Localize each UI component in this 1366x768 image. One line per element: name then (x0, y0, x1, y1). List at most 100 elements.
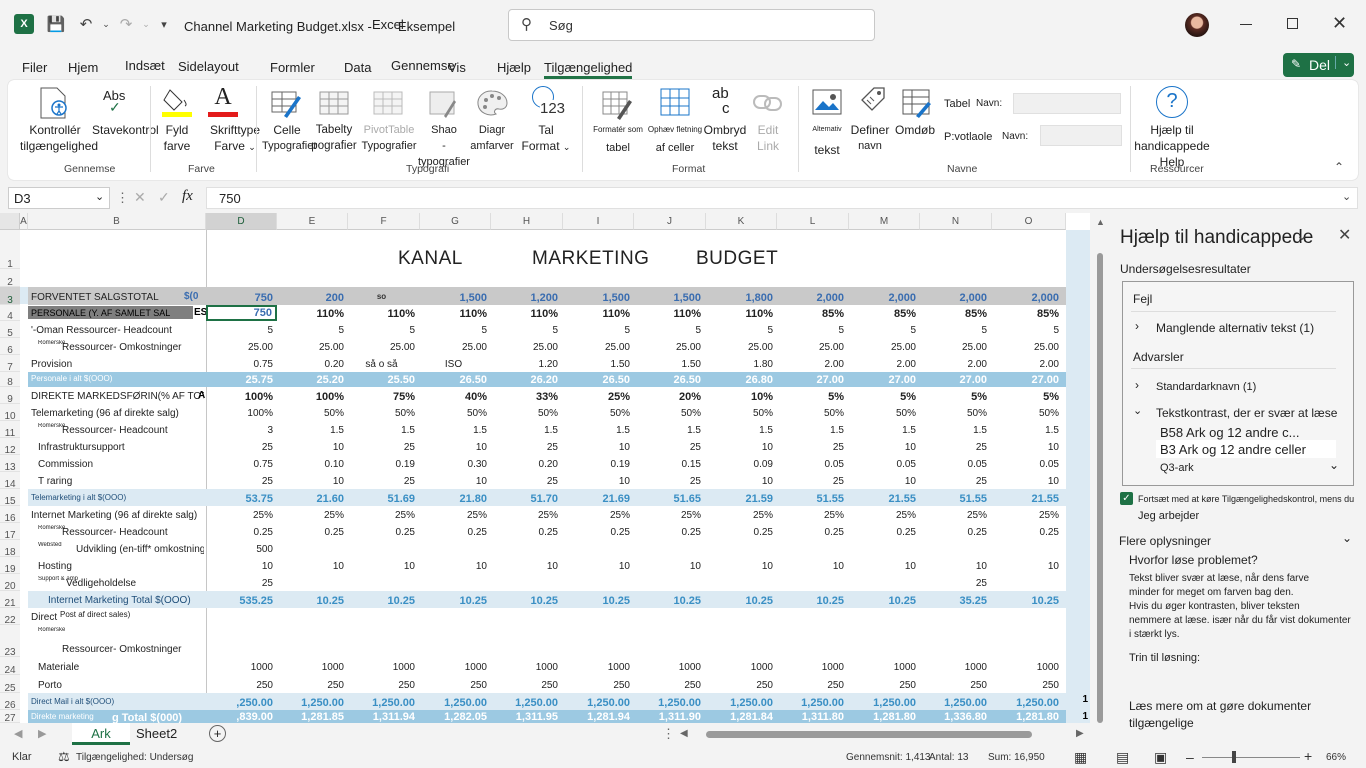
tab-data[interactable]: Data (344, 60, 372, 75)
data-cell[interactable]: 2.00 (896, 359, 916, 370)
rename-icon[interactable] (902, 88, 932, 118)
data-cell[interactable]: 1,281.94 (587, 711, 630, 723)
data-cell[interactable]: 1000 (321, 662, 344, 673)
data-cell[interactable]: 1.80 (753, 359, 773, 370)
data-cell[interactable]: 110% (602, 308, 630, 320)
table-styles-button[interactable]: Tabelty pografier (310, 122, 358, 154)
data-cell[interactable]: 10.25 (1031, 595, 1059, 607)
data-cell[interactable]: så o så (365, 359, 398, 370)
cell-styles-button[interactable]: Celle Typografier (262, 122, 317, 154)
data-cell[interactable]: 1.50 (681, 359, 701, 370)
data-cell[interactable]: 85% (821, 308, 844, 320)
data-cell[interactable]: 0.10 (324, 459, 344, 470)
sheet-tab-ark[interactable]: Ark (72, 723, 130, 745)
data-cell[interactable]: 1,250.00 (372, 697, 415, 709)
column-header[interactable]: B (28, 213, 206, 230)
number-format-button[interactable]: Tal Format ⌄ (518, 122, 574, 155)
data-cell[interactable]: 25% (537, 510, 558, 521)
data-cell[interactable]: 21.59 (745, 493, 773, 505)
data-cell[interactable]: 1.5 (473, 425, 487, 436)
data-cell[interactable]: 25 (832, 442, 844, 453)
zoom-in-icon[interactable]: + (1304, 748, 1313, 764)
contrast-subitem-2[interactable]: B3 Ark og 12 andre celler (1160, 442, 1306, 457)
row-header[interactable]: 23 (0, 625, 20, 658)
row-header[interactable]: 15 (0, 489, 20, 507)
column-header[interactable]: G (420, 213, 491, 230)
column-header[interactable]: J (634, 213, 706, 230)
data-cell[interactable]: 1.5 (687, 425, 701, 436)
data-cell[interactable]: 10 (1047, 442, 1059, 453)
data-cell[interactable]: 500 (256, 544, 273, 555)
data-cell[interactable]: 26.50 (673, 374, 701, 386)
expand-formula-icon[interactable]: ⌄ (1342, 191, 1352, 203)
data-cell[interactable]: 25.50 (387, 374, 415, 386)
data-cell[interactable]: 250 (756, 680, 773, 691)
pane-options-icon[interactable]: ⌄ (1296, 227, 1308, 243)
data-cell[interactable]: 1.5 (1045, 425, 1059, 436)
data-cell[interactable]: 25 (975, 442, 987, 453)
data-cell[interactable]: 100% (244, 391, 273, 403)
zoom-slider[interactable] (1202, 757, 1300, 758)
data-cell[interactable]: 2,000 (959, 292, 987, 304)
data-cell[interactable]: 1,250.00 (301, 697, 344, 709)
data-cell[interactable]: 1.5 (544, 425, 558, 436)
data-cell[interactable]: 10 (904, 442, 916, 453)
data-cell[interactable]: 10.25 (316, 595, 344, 607)
chevron-down-icon[interactable]: ⌄ (1329, 458, 1340, 472)
data-cell[interactable]: 5% (1043, 391, 1059, 403)
data-cell[interactable]: 1,250.00 (587, 697, 630, 709)
data-cell[interactable]: 25.00 (461, 342, 487, 353)
data-cell[interactable]: 25.00 (1033, 342, 1059, 353)
data-cell[interactable]: 200 (325, 292, 344, 304)
chevron-down-icon[interactable]: ⌄ (1342, 531, 1353, 545)
data-cell[interactable]: 5 (624, 325, 630, 336)
data-cell[interactable]: 250 (541, 680, 558, 691)
data-cell[interactable]: 1,250.00 (730, 697, 773, 709)
column-header[interactable]: F (348, 213, 420, 230)
data-cell[interactable]: 5 (695, 325, 701, 336)
row-header[interactable]: 17 (0, 523, 20, 541)
data-cell[interactable]: 1.5 (330, 425, 344, 436)
data-cell[interactable]: 0.25 (324, 527, 344, 538)
row-header[interactable]: 19 (0, 557, 20, 575)
data-cell[interactable]: 0.25 (395, 527, 415, 538)
data-cell[interactable]: 1000 (678, 662, 701, 673)
row-label[interactable]: Ressourcer- Headcount (62, 527, 168, 538)
alt-text-icon[interactable] (812, 88, 842, 118)
data-cell[interactable]: 0.75 (253, 459, 273, 470)
data-cell[interactable]: 1,282.05 (444, 711, 487, 723)
shape-styles-button[interactable]: Shao -typografier (418, 122, 470, 170)
chart-colors-icon[interactable] (476, 88, 508, 120)
data-cell[interactable]: 10 (475, 561, 487, 572)
data-cell[interactable]: 1.5 (902, 425, 916, 436)
fill-color-button[interactable]: Fyld farve (158, 122, 196, 154)
zoom-out-icon[interactable]: – (1186, 749, 1194, 765)
data-cell[interactable]: 1,200 (530, 292, 558, 304)
data-cell[interactable]: 100% (315, 391, 344, 403)
format-as-table-icon[interactable] (601, 88, 633, 120)
data-cell[interactable]: 1.20 (538, 359, 558, 370)
data-cell[interactable]: 1,500 (602, 292, 630, 304)
data-cell[interactable]: 0.75 (253, 359, 273, 370)
wrap-text-icon[interactable]: ab c (712, 86, 742, 118)
data-cell[interactable]: 25% (609, 510, 630, 521)
data-cell[interactable]: 1,281.80 (1016, 711, 1059, 723)
data-cell[interactable]: 1000 (607, 662, 630, 673)
row-header[interactable]: 13 (0, 455, 20, 473)
row-label[interactable]: Telemarketing (96 af direkte salg) (31, 408, 179, 419)
read-more-link[interactable]: Læs mere om at gøre dokumenter tilgængel… (1129, 698, 1311, 732)
data-cell[interactable]: 25 (261, 578, 273, 589)
row-header[interactable]: 25 (0, 675, 20, 694)
data-cell[interactable]: 25.00 (604, 342, 630, 353)
undo-dropdown-icon[interactable]: ⌄ (102, 18, 110, 29)
tab-page-layout[interactable]: Sidelayout (178, 59, 239, 74)
data-cell[interactable]: 1.5 (401, 425, 415, 436)
data-cell[interactable]: 0.19 (610, 459, 630, 470)
row-label[interactable]: Telemarketing i alt $(OOO) (31, 493, 127, 502)
missing-alt-text-item[interactable]: Manglende alternativ tekst (1) (1156, 321, 1315, 335)
pivot-styles-icon[interactable] (372, 88, 404, 120)
chevron-down-icon[interactable]: ⌄ (95, 191, 105, 203)
column-header[interactable]: I (563, 213, 634, 230)
row-header[interactable]: 11 (0, 421, 20, 439)
data-cell[interactable]: 27.00 (1031, 374, 1059, 386)
